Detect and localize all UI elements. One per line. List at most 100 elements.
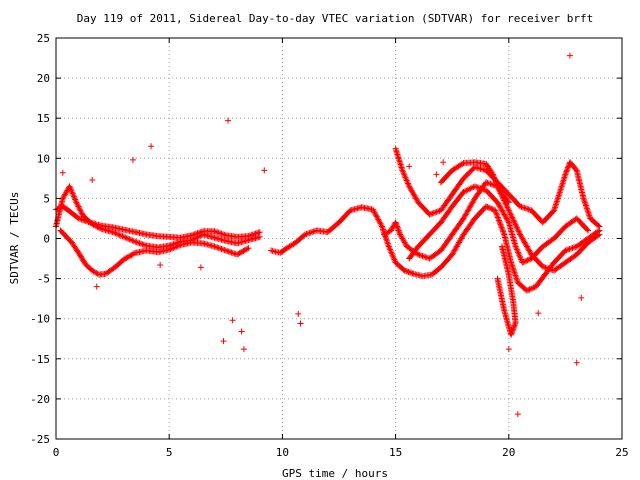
- data-point: [511, 323, 518, 330]
- data-point: [66, 183, 73, 190]
- data-point: [69, 190, 76, 197]
- y-axis-label: SDTVAR / TECUs: [8, 192, 21, 285]
- data-point: [392, 219, 399, 226]
- data-point: [122, 255, 129, 262]
- data-point: [222, 247, 229, 254]
- data-point: [504, 204, 511, 211]
- data-point: [245, 245, 252, 252]
- data-point: [173, 243, 180, 250]
- data-point: [484, 203, 491, 210]
- data-point: [174, 243, 181, 250]
- data-point: [493, 178, 500, 185]
- data-point: [59, 169, 66, 176]
- data-point: [218, 246, 225, 253]
- data-point: [91, 222, 98, 229]
- data-point: [76, 204, 83, 211]
- data-point: [535, 310, 542, 317]
- data-point: [72, 196, 79, 203]
- data-point: [400, 170, 407, 177]
- data-point: [400, 168, 407, 175]
- y-tick-label: -25: [30, 433, 50, 446]
- data-point: [507, 210, 514, 217]
- data-point: [297, 320, 304, 327]
- data-point: [497, 220, 504, 227]
- data-point: [505, 218, 512, 225]
- data-point: [385, 243, 392, 250]
- data-point: [507, 211, 514, 218]
- data-point: [429, 210, 436, 217]
- data-point: [476, 184, 483, 191]
- data-point: [506, 208, 513, 215]
- data-point: [516, 252, 523, 259]
- data-point: [496, 218, 503, 225]
- data-point: [466, 186, 473, 193]
- data-point: [395, 227, 402, 234]
- data-point: [469, 184, 476, 191]
- data-point: [432, 209, 439, 216]
- data-point: [483, 179, 490, 186]
- data-point: [387, 247, 394, 254]
- data-point: [125, 235, 132, 242]
- data-point: [127, 236, 134, 243]
- data-point: [215, 245, 222, 252]
- data-point: [415, 251, 422, 258]
- data-point: [524, 257, 531, 264]
- data-point: [197, 264, 204, 271]
- data-point: [220, 338, 227, 345]
- data-point: [135, 239, 142, 246]
- data-point: [116, 232, 123, 239]
- data-point: [513, 222, 520, 229]
- data-point: [89, 176, 96, 183]
- data-point: [477, 185, 484, 192]
- data-point: [433, 208, 440, 215]
- data-point: [572, 244, 579, 251]
- data-point: [430, 209, 437, 216]
- data-point: [111, 229, 118, 236]
- y-tick-label: -10: [30, 313, 50, 326]
- data-point: [572, 166, 579, 173]
- data-point: [306, 229, 313, 236]
- data-point: [585, 227, 592, 234]
- data-point: [515, 249, 522, 256]
- data-point: [519, 259, 526, 266]
- data-point: [399, 167, 406, 174]
- data-point: [221, 231, 228, 238]
- data-point: [395, 226, 402, 233]
- data-point: [562, 171, 569, 178]
- data-point: [522, 205, 529, 212]
- y-tick-label: -5: [37, 273, 50, 286]
- data-point: [211, 243, 218, 250]
- data-point: [302, 231, 309, 238]
- data-point: [516, 230, 523, 237]
- data-point: [403, 176, 410, 183]
- data-point: [493, 211, 500, 218]
- data-point: [569, 245, 576, 252]
- data-point: [390, 255, 397, 262]
- data-point: [78, 210, 85, 217]
- data-point: [562, 170, 569, 177]
- data-point: [516, 253, 523, 260]
- data-point: [512, 221, 519, 228]
- data-point: [546, 266, 553, 273]
- data-point: [123, 235, 130, 242]
- data-point: [67, 184, 74, 191]
- data-point: [530, 284, 537, 291]
- data-point: [310, 228, 317, 235]
- data-point: [73, 199, 80, 206]
- data-point: [129, 237, 136, 244]
- x-axis-label: GPS time / hours: [282, 467, 388, 480]
- data-point: [401, 173, 408, 180]
- data-point: [133, 239, 140, 246]
- data-point: [67, 186, 74, 193]
- data-point: [130, 238, 137, 245]
- data-point: [485, 180, 492, 187]
- data-point: [77, 215, 84, 222]
- data-point: [467, 185, 474, 192]
- data-point: [483, 203, 490, 210]
- data-point: [509, 215, 516, 222]
- data-point: [471, 183, 478, 190]
- data-point: [473, 183, 480, 190]
- data-point: [167, 246, 174, 253]
- data-point: [542, 264, 549, 271]
- data-point: [491, 174, 498, 181]
